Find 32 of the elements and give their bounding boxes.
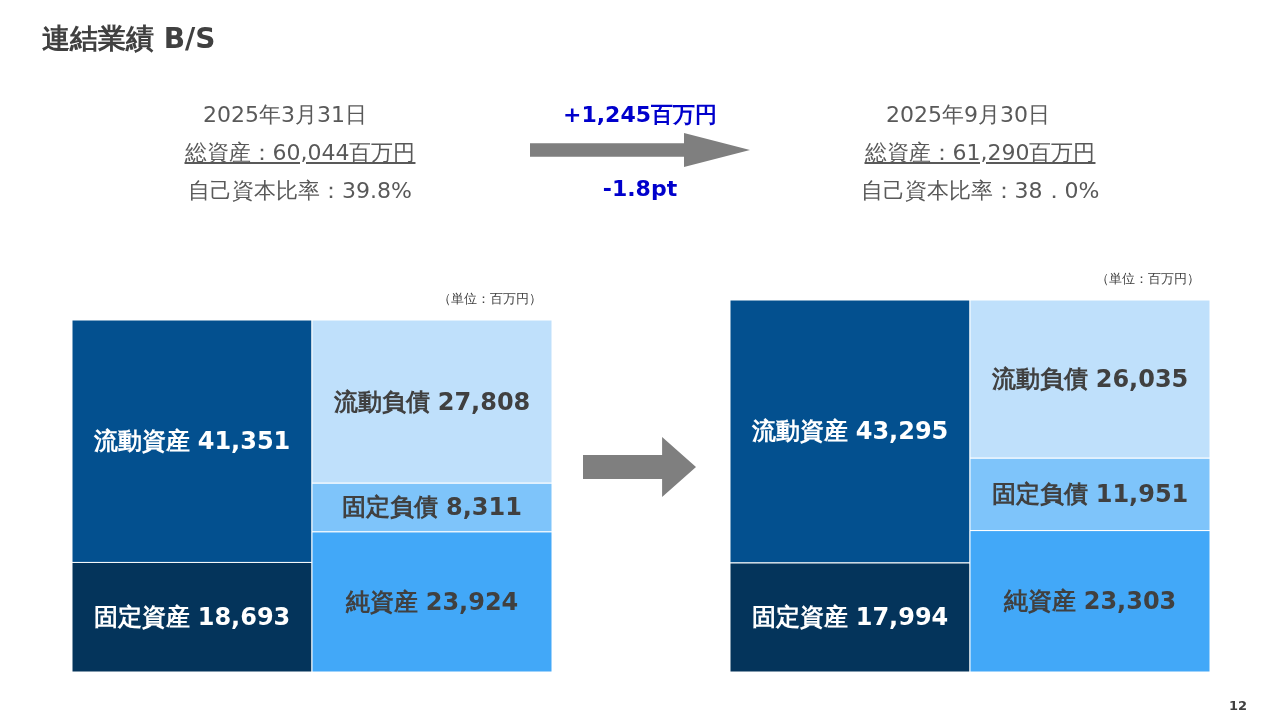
data-label: 23,924 [425, 587, 519, 616]
data-label: 17,994 [855, 603, 949, 632]
data-label: 23,303 [1083, 587, 1177, 616]
data-label: 8,311 [446, 493, 522, 522]
text: +1,245百万円 [562, 101, 718, 129]
series-label: 固定資産 [751, 603, 848, 632]
series-label: 流動資産 [93, 427, 190, 456]
data-label: 27,808 [437, 387, 531, 416]
data-label: 18,693 [197, 603, 291, 632]
text: 連結業績 B/S [42, 21, 216, 57]
text: 総資産：61,290百万円 [863, 139, 1097, 167]
series-label: 純資産 [1003, 587, 1076, 616]
text: 2025年3月31日 [202, 101, 368, 129]
text: 12 [1227, 698, 1249, 713]
text: -1.8pt [601, 176, 679, 201]
text: （単位：百万円） [438, 290, 542, 308]
text: 2025年9月30日 [885, 101, 1051, 129]
series-label: 固定負債 [342, 493, 439, 522]
series-label: 流動資産 [751, 417, 848, 446]
text: 自己資本比率：38．0% [859, 177, 1101, 205]
series-label: 固定資産 [93, 603, 190, 632]
data-label: 11,951 [1095, 480, 1189, 509]
text: 総資産：60,044百万円 [183, 139, 417, 167]
series-label: 固定負債 [991, 480, 1088, 509]
text: 自己資本比率：39.8% [187, 177, 413, 205]
data-label: 43,295 [855, 417, 949, 446]
series-label: 流動負債 [991, 365, 1088, 394]
text: （単位：百万円） [1096, 270, 1200, 288]
data-label: 26,035 [1095, 365, 1189, 394]
series-label: 純資産 [345, 587, 418, 616]
data-label: 41,351 [197, 427, 291, 456]
series-label: 流動負債 [333, 387, 430, 416]
